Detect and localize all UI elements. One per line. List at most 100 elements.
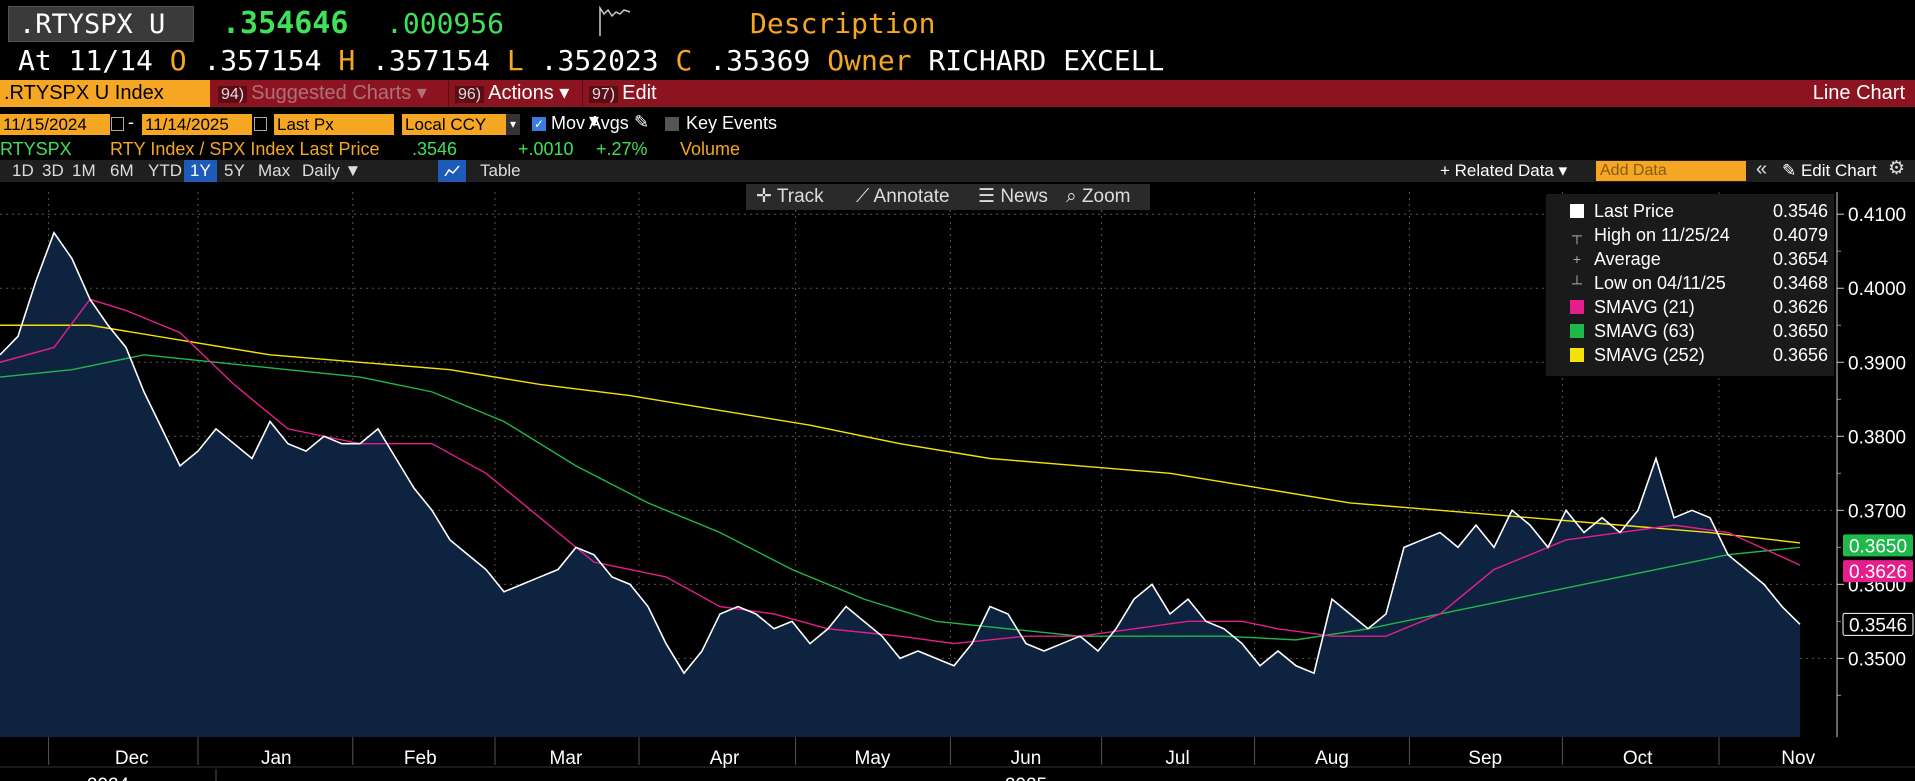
price-chart[interactable]: 0.41000.40000.39000.38000.37000.36000.35… [0, 182, 1915, 781]
price-field-select[interactable]: Last Px [274, 114, 394, 135]
sparkline-icon [599, 5, 631, 36]
series-value: .3546 [412, 139, 458, 159]
period-button-max[interactable]: Max [258, 161, 291, 180]
collapse-icon[interactable]: « [1756, 158, 1768, 180]
y-tick-label: 0.3700 [1848, 501, 1906, 522]
x-month-label: Nov [1781, 748, 1815, 769]
series-description: RTY Index / SPX Index Last Price [110, 139, 380, 159]
owner-value: RICHARD EXCELL [928, 44, 1165, 77]
list-icon: ☰ [978, 186, 996, 207]
chevron-down-icon[interactable]: ▾ [506, 114, 520, 135]
annotate-button[interactable]: ⟋ Annotate [856, 184, 950, 210]
series-symbol: RTYSPX [0, 139, 72, 159]
legend-swatch [1570, 300, 1584, 314]
legend-label: Average [1594, 249, 1661, 269]
open-value: .357154 [203, 44, 322, 77]
price-tag-label: 0.3626 [1849, 562, 1907, 583]
series-line-smavg-63- [0, 354, 1801, 641]
legend-item[interactable]: SMAVG (21) 0.3626 [1552, 295, 1832, 319]
actions-menu-button[interactable]: 96) Actions ▾ [448, 80, 578, 107]
currency-select[interactable]: Local CCY [402, 114, 506, 135]
price-tag-label: 0.3650 [1849, 536, 1907, 557]
y-tick-label: 0.3800 [1848, 427, 1906, 448]
chevron-down-icon: ▾ [559, 82, 570, 104]
close-value: .35369 [709, 44, 811, 77]
calendar-icon[interactable] [111, 117, 124, 131]
mov-avgs-label[interactable]: Mov Avgs [551, 113, 629, 133]
edit-label: Edit [622, 82, 657, 104]
table-button[interactable]: Table [480, 161, 521, 180]
legend-value: 0.4079 [1772, 225, 1828, 245]
suggested-charts-button[interactable]: 94) Suggested Charts ▾ [212, 80, 444, 107]
news-button[interactable]: ☰ News [978, 184, 1048, 210]
legend-item[interactable]: ┬ High on 11/25/24 0.4079 [1552, 223, 1832, 247]
zoom-label: Zoom [1081, 186, 1131, 207]
period-button-6m[interactable]: 6M [110, 161, 134, 180]
zoom-button[interactable]: ⌕ Zoom [1066, 184, 1131, 210]
gear-icon[interactable]: ⚙ [1888, 158, 1906, 179]
legend-value: 0.3626 [1772, 297, 1828, 317]
end-date-input[interactable]: 11/14/2025 [142, 114, 252, 135]
chart-tools-bar [746, 184, 1150, 210]
suggested-label: Suggested Charts [251, 82, 412, 104]
x-month-label: Jun [1011, 748, 1042, 769]
period-button-daily[interactable]: Daily ▼ [302, 161, 362, 180]
price-tags: 0.3650 0.3626 0.3546 [1842, 534, 1914, 636]
annotate-label: Annotate [873, 186, 950, 207]
period-toolbar [0, 160, 1915, 182]
related-data-button[interactable]: + Related Data ▾ [1440, 161, 1568, 180]
description-link[interactable]: Description [750, 7, 936, 40]
legend-label: SMAVG (63) [1594, 321, 1695, 341]
period-button-ytd[interactable]: YTD [148, 161, 182, 180]
line-chart-icon[interactable] [438, 160, 466, 182]
close-label: C [675, 44, 693, 77]
key-events-checkbox[interactable] [665, 117, 679, 131]
magnifier-icon: ⌕ [1066, 186, 1077, 207]
period-button-3d[interactable]: 3D [42, 161, 64, 180]
period-button-1m[interactable]: 1M [72, 161, 96, 180]
legend-label: SMAVG (21) [1594, 297, 1695, 317]
x-month-label: Feb [404, 748, 437, 769]
date-range-dash: - [128, 112, 134, 132]
x-month-label: Jan [261, 748, 292, 769]
track-button[interactable]: ✛ Track [756, 184, 824, 210]
x-month-label: Apr [710, 748, 740, 769]
actions-label: Actions [488, 82, 554, 104]
x-month-label: Aug [1315, 748, 1349, 769]
legend-value: 0.3468 [1772, 273, 1828, 293]
x-month-label: Jul [1165, 748, 1189, 769]
calendar-icon[interactable] [254, 117, 267, 131]
y-tick-label: 0.4100 [1848, 205, 1906, 226]
chart-type-label[interactable]: Line Chart [1812, 82, 1905, 104]
suggested-num: 94) [218, 86, 248, 103]
legend-item[interactable]: SMAVG (252) 0.3656 [1552, 343, 1832, 367]
series-lines [0, 231, 1801, 675]
owner-label: Owner [827, 44, 912, 77]
security-tab[interactable]: .RTYSPX U Index [0, 80, 210, 107]
period-button-5y[interactable]: 5Y [224, 161, 245, 180]
y-tick-label: 0.3500 [1848, 649, 1906, 670]
series-pct-change: +.27% [596, 139, 648, 159]
legend-item[interactable]: SMAVG (63) 0.3650 [1552, 319, 1832, 343]
function-toolbar [0, 80, 1915, 107]
add-data-input[interactable]: Add Data [1596, 161, 1746, 181]
ticker-field[interactable]: .RTYSPX U [8, 6, 194, 42]
legend-label: SMAVG (252) [1594, 345, 1705, 365]
key-events-label[interactable]: Key Events [686, 113, 778, 133]
period-button-1d[interactable]: 1D [12, 161, 34, 180]
legend-item[interactable]: + Average 0.3654 [1552, 247, 1832, 271]
period-button-1y[interactable]: 1Y [184, 160, 217, 182]
legend-item[interactable]: Last Price 0.3546 [1552, 199, 1832, 223]
edit-num: 97) [589, 86, 619, 103]
news-label: News [1000, 186, 1048, 207]
start-date-input[interactable]: 11/15/2024 [0, 114, 110, 135]
edit-menu-button[interactable]: 97) Edit ▾ [582, 80, 678, 132]
edit-chart-button[interactable]: ✎ Edit Chart [1782, 161, 1877, 180]
price-tag-label: 0.3546 [1849, 615, 1907, 636]
legend-item[interactable]: ┴ Low on 04/11/25 0.3468 [1552, 271, 1832, 295]
pencil-icon[interactable]: ✎ [634, 112, 650, 132]
mov-avgs-checkbox[interactable]: ✓ [532, 117, 546, 131]
x-month-label: May [855, 748, 891, 769]
crosshair-icon: ✛ [756, 186, 772, 207]
last-price-area [0, 232, 1800, 737]
